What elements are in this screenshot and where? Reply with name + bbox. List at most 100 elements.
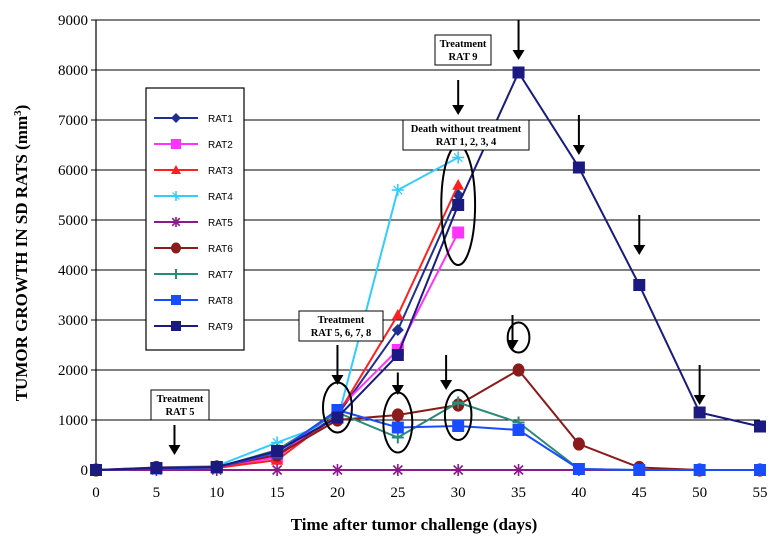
annotation-box-border xyxy=(298,310,384,342)
arrow-head xyxy=(391,385,404,395)
annotation-box: Treatment RAT 9 xyxy=(434,34,492,66)
x-tick-label: 20 xyxy=(330,485,345,501)
annotation-text: RAT 5, 6, 7, 8 xyxy=(311,328,372,339)
data-point-rat8 xyxy=(572,463,585,475)
annotation-text: Treatment xyxy=(157,394,204,405)
x-tick-label: 10 xyxy=(209,485,224,501)
legend-swatch-marker xyxy=(171,165,181,174)
data-point-rat2 xyxy=(452,226,465,239)
data-point-rat8 xyxy=(452,420,465,432)
legend-label: RAT6 xyxy=(208,244,233,255)
data-point-rat8 xyxy=(391,421,404,434)
legend-label: RAT7 xyxy=(208,270,233,281)
y-tick-label: 1000 xyxy=(58,413,88,429)
data-point-rat9 xyxy=(452,199,465,211)
legend-label: RAT5 xyxy=(208,218,233,229)
annotation-text: Treatment xyxy=(440,39,487,50)
x-axis-title: Time after tumor challenge (days) xyxy=(291,515,537,534)
annotation-text: RAT 1, 2, 3, 4 xyxy=(436,137,497,148)
data-point-rat8 xyxy=(512,424,525,436)
y-axis-title: TUMOR GROWTH IN SD RATS (mm3) xyxy=(12,105,31,402)
y-tick-label: 7000 xyxy=(58,113,88,129)
data-point-rat4-d1 xyxy=(453,152,463,163)
legend-swatch-marker xyxy=(171,191,181,201)
legend-swatch-marker xyxy=(171,113,181,123)
data-point-rat5-d2 xyxy=(332,464,343,476)
arrow-marker xyxy=(693,365,706,405)
arrow-head xyxy=(572,145,585,155)
legend-box xyxy=(145,87,245,351)
data-point-rat9 xyxy=(391,349,404,361)
data-point-rat5 xyxy=(391,464,404,476)
annotation-box: Treatment RAT 5 xyxy=(150,389,210,421)
annotation-box-border xyxy=(402,119,530,151)
legend-swatch-marker xyxy=(171,269,181,279)
data-point-rat8 xyxy=(754,464,766,476)
arrow-marker xyxy=(572,115,585,155)
legend-label: RAT8 xyxy=(208,296,233,307)
legend-label: RAT4 xyxy=(208,192,233,203)
legend-swatch-marker xyxy=(171,295,181,305)
legend-swatch-marker xyxy=(171,242,181,254)
highlight-ellipse xyxy=(443,389,473,441)
y-tick-label: 5000 xyxy=(58,213,88,229)
arrow-head xyxy=(506,340,519,350)
data-point-rat9 xyxy=(572,161,585,174)
highlight-ellipse xyxy=(506,321,531,354)
legend-entry: RAT4 xyxy=(154,191,233,203)
annotation-text: RAT 9 xyxy=(448,52,477,63)
data-point-rat4-d1 xyxy=(393,185,403,195)
data-point-rat5-d2 xyxy=(392,464,403,476)
x-tick-label: 45 xyxy=(632,485,647,501)
annotation-box: Death without treatment RAT 1, 2, 3, 4 xyxy=(402,119,530,151)
data-point-rat6 xyxy=(572,437,585,451)
data-point-rat5-d2 xyxy=(513,464,524,476)
data-point-rat3 xyxy=(391,309,404,320)
legend-label: RAT2 xyxy=(208,140,233,151)
x-tick-labels: 0 5 10 15 20 25 30 35 40 45 50 55 xyxy=(92,485,767,501)
arrow-marker xyxy=(506,315,519,350)
data-point-rat5-d2 xyxy=(453,464,464,476)
data-point-rat6 xyxy=(512,363,525,377)
data-point-rat9 xyxy=(271,445,284,457)
data-point-rat4 xyxy=(452,151,465,164)
data-point-rat5 xyxy=(512,464,525,476)
data-point-rat5 xyxy=(271,464,284,476)
annotation-box: Treatment RAT 5, 6, 7, 8 xyxy=(298,310,384,342)
arrow-head xyxy=(331,375,344,385)
arrow-marker xyxy=(168,425,181,455)
data-point-rat8 xyxy=(633,464,646,476)
x-tick-label: 30 xyxy=(451,485,466,501)
x-tick-label: 5 xyxy=(153,485,161,501)
y-axis-title-sup: 3 xyxy=(12,110,24,116)
data-point-rat9 xyxy=(754,420,766,433)
data-point-rat5 xyxy=(331,464,344,476)
y-axis-title-main: TUMOR GROWTH IN SD RATS (mm xyxy=(12,116,31,401)
arrow-head xyxy=(168,445,181,455)
y-tick-label: 3000 xyxy=(58,313,88,329)
legend-label: RAT1 xyxy=(208,114,233,125)
legend-entry: RAT9 xyxy=(154,321,233,333)
data-point-rat5 xyxy=(452,464,465,476)
arrow-head xyxy=(452,105,465,115)
data-point-rat5-d2 xyxy=(272,464,283,476)
arrow-marker xyxy=(512,20,525,60)
legend-entry: RAT6 xyxy=(154,242,233,255)
y-tick-label: 4000 xyxy=(58,263,88,279)
x-tick-label: 40 xyxy=(571,485,586,501)
legend-entry: RAT5 xyxy=(154,217,233,229)
legend-swatch-marker xyxy=(171,217,181,227)
legend-swatch-marker-d1 xyxy=(172,192,180,200)
data-series xyxy=(90,66,766,477)
annotation-text: Death without treatment xyxy=(411,124,522,135)
data-point-rat8 xyxy=(693,464,706,476)
legend-entry: RAT3 xyxy=(154,165,233,177)
data-point-rat3 xyxy=(452,179,465,190)
legend-label: RAT3 xyxy=(208,166,233,177)
data-point-rat7 xyxy=(452,396,465,409)
series-rat9 xyxy=(90,66,766,476)
y-axis-title-end: ) xyxy=(12,105,31,111)
arrow-marker xyxy=(633,215,646,255)
y-tick-label: 8000 xyxy=(58,63,88,79)
